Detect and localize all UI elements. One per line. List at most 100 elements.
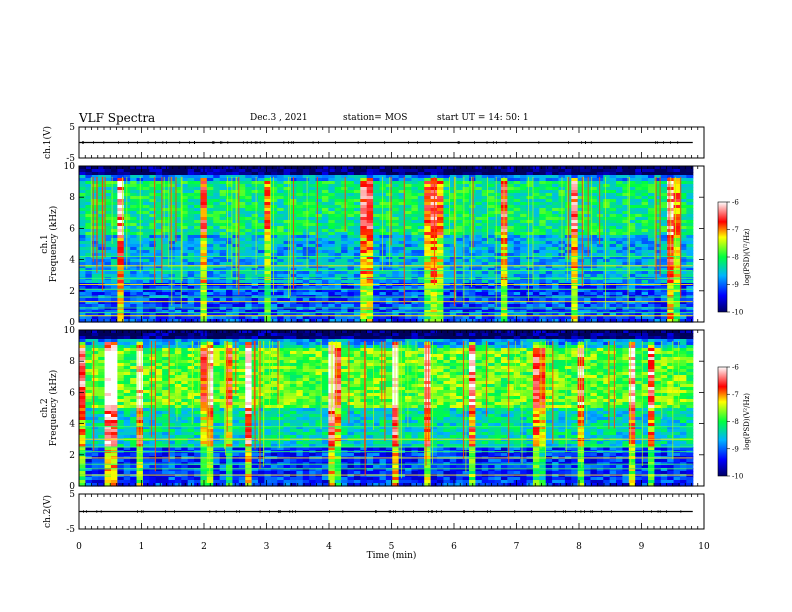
spectrogram-cell: [206, 241, 214, 245]
spectrogram-cell: [405, 223, 413, 227]
spectrogram-cell: [552, 214, 560, 218]
spectrogram-cell: [302, 316, 310, 320]
spectrogram-cell: [660, 235, 668, 239]
spectrogram-cell: [398, 193, 406, 197]
spectrogram-cell: [641, 277, 649, 281]
spectrogram-cell: [679, 301, 687, 305]
spectrogram-cell: [584, 253, 592, 257]
spectrogram-cell: [155, 166, 163, 170]
spectrogram-cell: [526, 238, 534, 242]
spectrogram-cell: [443, 307, 451, 311]
spectrogram-cell: [283, 223, 291, 227]
spectrogram-cell: [296, 319, 304, 323]
spectrogram-cell: [110, 307, 118, 311]
spectrogram-cell: [341, 187, 349, 191]
spectrogram-cell: [258, 304, 265, 308]
spectrogram-cell: [507, 211, 515, 215]
spectrogram-cell: [245, 193, 253, 197]
spectrogram-cell: [392, 235, 400, 239]
spectrogram-cell: [513, 229, 521, 233]
spectrogram-cell: [545, 313, 553, 317]
spectrogram-cell: [462, 307, 470, 311]
spectrogram-cell: [488, 172, 496, 176]
spectrogram-cell: [577, 196, 585, 200]
spectrogram-cell: [475, 301, 483, 305]
spectrogram-cell: [596, 211, 604, 215]
spectrogram-cell: [360, 289, 368, 293]
spectrogram-cell: [673, 262, 681, 266]
spectrogram-cell: [174, 286, 182, 290]
spectrogram-cell: [417, 244, 425, 248]
spectrogram-cell: [79, 226, 86, 230]
spectrogram-cell: [488, 229, 496, 233]
spectrogram-cell: [437, 208, 445, 212]
spectrogram-cell: [187, 190, 195, 194]
spectrogram-cell: [341, 262, 349, 266]
spectrogram-cell: [488, 250, 496, 254]
spectrogram-cell: [385, 280, 393, 284]
spectrogram-cell: [673, 277, 681, 281]
spectrogram-cell: [130, 310, 138, 314]
spectrogram-cell: [194, 298, 202, 302]
spectrogram-cell: [238, 316, 246, 320]
spectrogram-cell: [245, 277, 253, 281]
spectrogram-cell: [85, 229, 93, 233]
spectrogram-cell: [686, 226, 694, 230]
spectrogram-cell: [622, 259, 630, 263]
spectrogram-cell: [449, 268, 457, 272]
spectrogram-cell: [648, 202, 655, 206]
spectrogram-cell: [641, 280, 649, 284]
spectrogram-cell: [507, 298, 515, 302]
spectrogram-cell: [603, 232, 611, 236]
spectrogram-cell: [309, 286, 317, 290]
spectrogram-cell: [584, 187, 592, 191]
spectrogram-cell: [654, 244, 662, 248]
spectrogram-cell: [392, 220, 400, 224]
spectrogram-cell: [552, 232, 560, 236]
spectrogram-cell: [98, 190, 106, 194]
spectrogram-cell: [609, 226, 617, 230]
spectrogram-cell: [353, 313, 361, 317]
spectrogram-cell: [679, 250, 687, 254]
spectrogram-cell: [437, 259, 445, 263]
spectrogram-cell: [545, 178, 553, 182]
spectrogram-cell: [277, 181, 285, 185]
spectrogram-cell: [526, 298, 534, 302]
spectrogram-cell: [91, 202, 99, 206]
spectrogram-cell: [270, 238, 278, 242]
spectrogram-cell: [564, 268, 572, 272]
spectrogram-cell: [194, 307, 202, 311]
spectrogram-cell: [283, 232, 291, 236]
spectrogram-cell: [174, 172, 182, 176]
spectrogram-cell: [321, 235, 329, 239]
spectrogram-cell: [187, 175, 195, 179]
spectrogram-cell: [648, 184, 655, 188]
spectrogram-cell: [321, 166, 329, 170]
spectrogram-cell: [468, 259, 476, 263]
spectrogram-cell: [392, 223, 400, 227]
spectrogram-cell: [520, 172, 528, 176]
spectrogram-cell: [277, 298, 285, 302]
spectrogram-cell: [590, 247, 598, 251]
spectrogram-cell: [123, 289, 131, 293]
spectrogram-cell: [85, 184, 93, 188]
spectrogram-cell: [142, 229, 150, 233]
spectrogram-cell: [110, 187, 118, 191]
spectrogram-cell: [353, 277, 361, 281]
spectrogram-cell: [379, 217, 387, 221]
spectrogram-cell: [437, 253, 445, 257]
spectrogram-cell: [437, 268, 445, 272]
spectrogram-cell: [584, 211, 592, 215]
spectrogram-cell: [104, 199, 112, 203]
spectrogram-cell: [660, 238, 668, 242]
spectrogram-cell: [654, 175, 662, 179]
spectrogram-cell: [507, 271, 515, 275]
spectrogram-cell: [155, 196, 163, 200]
spectrogram-cell: [437, 223, 445, 227]
spectrogram-cell: [341, 316, 349, 320]
spectrogram-cell: [309, 298, 317, 302]
spectrogram-cell: [635, 253, 643, 257]
spectrogram-cell: [226, 187, 234, 191]
spectrogram-cell: [417, 232, 425, 236]
spectrogram-cell: [85, 211, 93, 215]
